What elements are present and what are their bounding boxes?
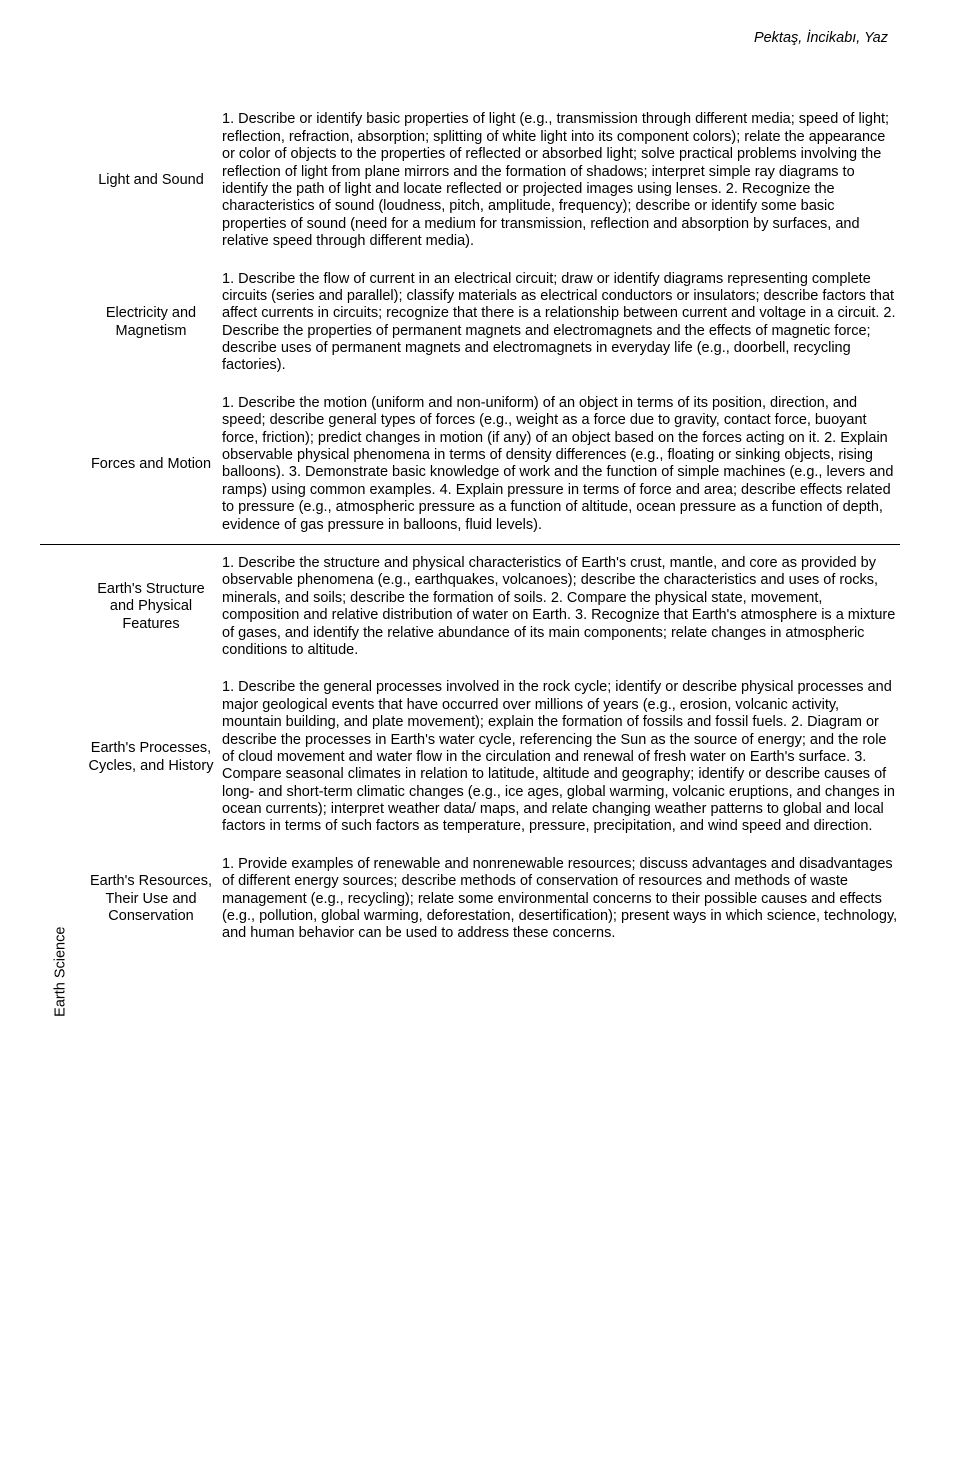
desc-earth-processes: 1. Describe the general processes involv… [220,669,900,846]
domain-label-earth-science: Earth Science [52,927,69,1017]
desc-electricity-magnetism: 1. Describe the flow of current in an el… [220,261,900,385]
desc-earth-resources: 1. Provide examples of renewable and non… [220,846,900,953]
desc-light-sound: 1. Describe or identify basic properties… [220,101,900,260]
domain-col-earth: Earth Science [40,545,82,953]
page-header-authors: Pektaş, İncikabı, Yaz [40,30,900,47]
topic-light-sound: Light and Sound [82,101,220,260]
topic-earth-structure: Earth's Structure and Physical Features [82,545,220,669]
upper-grid: Light and Sound 1. Describe or identify … [40,101,900,544]
lower-grid: Earth Science Earth's Structure and Phys… [40,545,900,953]
desc-earth-structure: 1. Describe the structure and physical c… [220,545,900,669]
desc-forces-motion: 1. Describe the motion (uniform and non-… [220,385,900,544]
topic-earth-resources: Earth's Resources, Their Use and Conserv… [82,846,220,953]
topic-forces-motion: Forces and Motion [82,385,220,544]
topic-earth-processes: Earth's Processes, Cycles, and History [82,669,220,846]
topic-electricity-magnetism: Electricity and Magnetism [82,261,220,385]
domain-col-physics [40,101,82,544]
